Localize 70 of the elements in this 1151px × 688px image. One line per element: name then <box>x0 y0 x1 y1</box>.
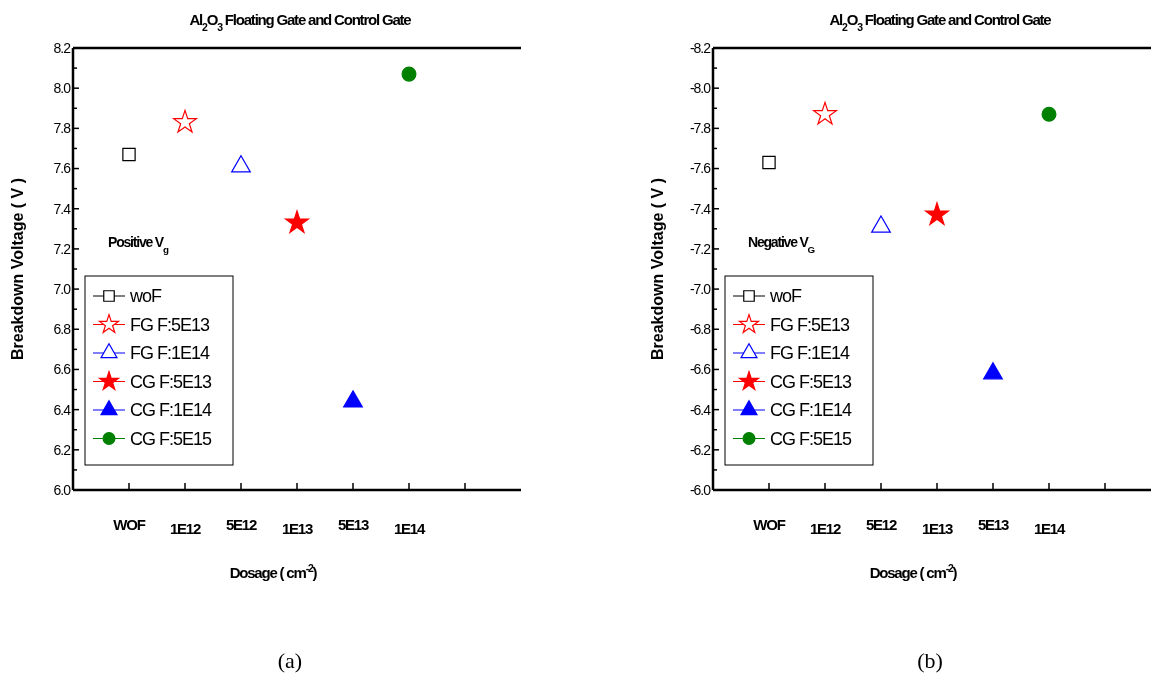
point <box>173 109 197 133</box>
legend-label: CG F:5E15 <box>770 428 853 449</box>
y-tick-label: 6.8 <box>53 321 72 338</box>
legend-label: woF <box>129 286 163 307</box>
legend-label: FG F:1E14 <box>130 343 211 364</box>
chart-title: Al$_{2}$O$_{3}$ Floating Gate and Control Gate <box>189 11 412 33</box>
point <box>925 202 949 226</box>
point <box>871 215 891 233</box>
x-axis-title: Dosage ( cm$^{-2}$) <box>869 562 958 581</box>
y-tick-label: -7.4 <box>689 200 712 217</box>
legend-label: CG F:5E13 <box>770 371 853 392</box>
y-tick-label: 8.0 <box>53 80 72 97</box>
y-tick-label: -7.2 <box>689 240 712 257</box>
point <box>231 155 251 173</box>
y-tick-label: -8.2 <box>689 39 712 56</box>
legend-label: FG F:5E13 <box>770 314 851 335</box>
y-axis-title: Breakdown Voltage ( V ) <box>649 178 666 360</box>
x-tick-label: 1E14 <box>393 520 426 537</box>
x-tick-label: 1E14 <box>1033 520 1066 537</box>
chart-title: Al$_{2}$O$_{3}$ Floating Gate and Control Gate <box>829 11 1052 33</box>
legend-label: CG F:1E14 <box>770 400 853 421</box>
y-tick-label: 7.6 <box>53 160 72 177</box>
text: (b) <box>917 648 943 673</box>
x-tick-label: WOF <box>113 516 146 533</box>
x-tick-label: 1E12 <box>809 520 841 537</box>
x-axis-title: Dosage ( cm$^{-2}$) <box>229 562 318 581</box>
point <box>122 147 136 162</box>
point <box>401 66 417 82</box>
legend-label: woF <box>769 286 803 307</box>
point <box>285 210 309 234</box>
point <box>983 362 1003 380</box>
x-tick-label: WOF <box>753 516 786 533</box>
legend-label: FG F:1E14 <box>770 343 851 364</box>
y-tick-label: -8.0 <box>689 80 712 97</box>
legend-label: FG F:5E13 <box>130 314 211 335</box>
x-tick-label: 5E12 <box>865 516 897 533</box>
y-tick-label: 8.2 <box>53 39 72 56</box>
legend-label: CG F:5E13 <box>130 371 213 392</box>
point <box>343 390 363 408</box>
x-tick-label: 1E13 <box>281 520 313 537</box>
x-tick-label: 5E13 <box>977 516 1009 533</box>
annotation: Positive V$_{g}$ <box>108 234 169 255</box>
y-tick-label: -6.8 <box>689 321 712 338</box>
point <box>762 155 776 170</box>
y-tick-label: -6.2 <box>689 441 712 458</box>
y-tick-label: -7.6 <box>689 160 712 177</box>
y-tick-label: 6.6 <box>53 361 72 378</box>
y-tick-label: -6.6 <box>689 361 712 378</box>
annotation: Negative V$_{G}$ <box>748 234 816 255</box>
point <box>1041 106 1057 122</box>
x-tick-label: 5E12 <box>225 516 257 533</box>
legend-label: CG F:1E14 <box>130 400 213 421</box>
x-tick-label: 1E13 <box>921 520 953 537</box>
y-tick-label: -6.0 <box>689 481 712 498</box>
y-tick-label: 7.4 <box>53 200 72 217</box>
y-tick-label: -6.4 <box>689 401 712 418</box>
y-tick-label: 7.8 <box>53 120 72 137</box>
y-tick-label: -7.8 <box>689 120 712 137</box>
y-tick-label: 6.2 <box>53 441 72 458</box>
text: (a) <box>277 648 303 673</box>
y-tick-label: 6.4 <box>53 401 72 418</box>
y-tick-label: 7.2 <box>53 240 72 257</box>
y-tick-label: 7.0 <box>53 280 72 297</box>
x-tick-label: 1E12 <box>169 520 201 537</box>
legend-label: CG F:5E15 <box>130 428 213 449</box>
y-tick-label: 6.0 <box>53 481 72 498</box>
y-axis-title: Breakdown Voltage ( V ) <box>9 178 26 360</box>
y-tick-label: -7.0 <box>689 280 712 297</box>
point <box>813 101 837 125</box>
x-tick-label: 5E13 <box>337 516 369 533</box>
